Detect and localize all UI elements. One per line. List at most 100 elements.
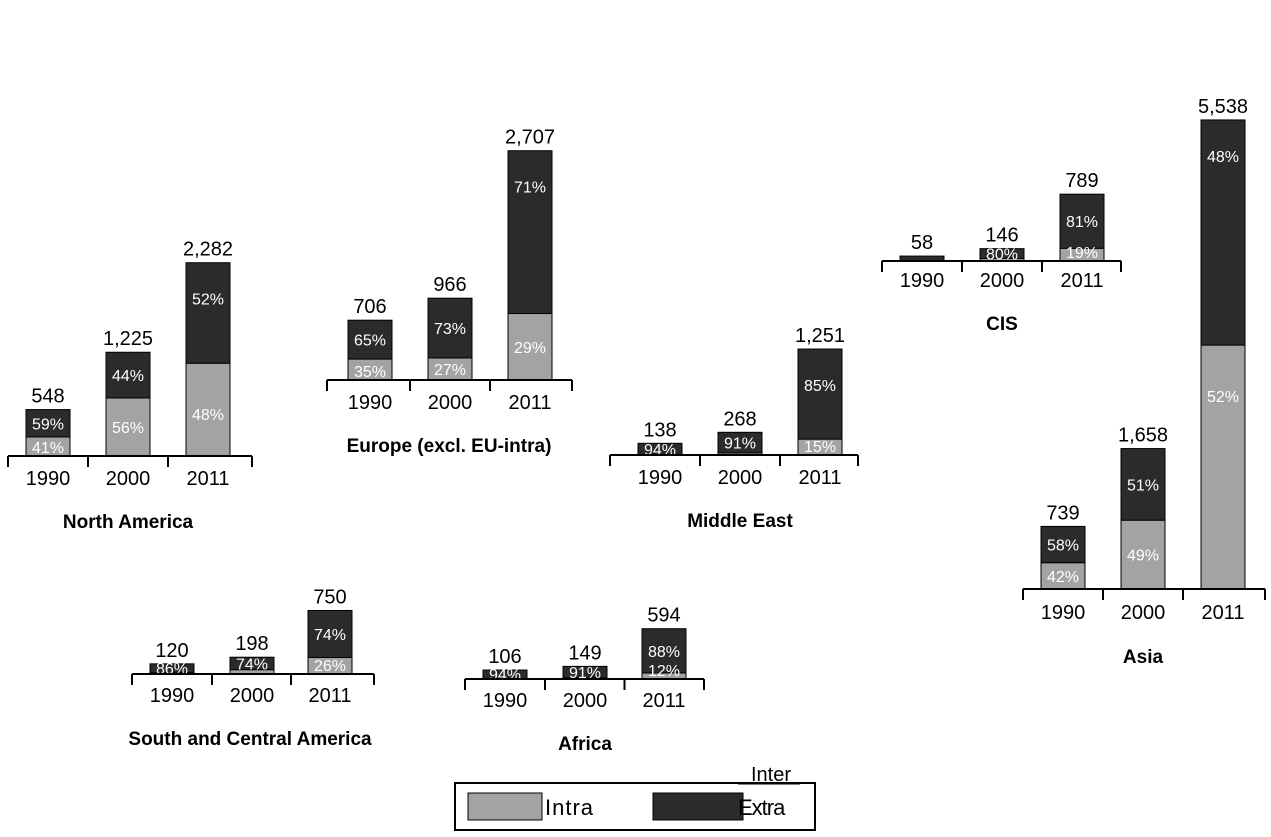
legend-swatch-extra — [652, 792, 744, 821]
bar-percent-label-extra: 74% — [314, 627, 346, 644]
bar-percent-label-intra: 49% — [1127, 548, 1159, 565]
bar-total-label: 789 — [1065, 170, 1098, 192]
legend-swatch-intra — [467, 792, 543, 821]
bar-segment-intra — [507, 313, 553, 381]
bar-total-label: 138 — [643, 419, 676, 441]
bar-segment-extra — [797, 348, 843, 440]
x-tick-label: 1990 — [638, 467, 683, 489]
x-tick-label: 1990 — [483, 690, 528, 712]
bar-percent-label-extra: 88% — [648, 644, 680, 661]
bar-percent-label-intra: 12% — [648, 663, 680, 680]
bar-total-label: 1,658 — [1118, 425, 1168, 447]
x-tick-label: 2011 — [508, 392, 551, 414]
bar-percent-label-extra: 94% — [644, 442, 676, 459]
bar-percent-label-extra: 44% — [112, 368, 144, 385]
bar-percent-label-intra: 56% — [112, 420, 144, 437]
bar-total-label: 706 — [353, 296, 386, 318]
x-tick-label: 2011 — [1201, 602, 1244, 624]
x-tick-label: 2011 — [642, 690, 685, 712]
bar-segment-extra — [229, 656, 275, 671]
legend-label-extra: Extra — [738, 795, 786, 820]
bar-total-label: 1,225 — [103, 328, 153, 350]
bar-percent-label-extra: 59% — [32, 416, 64, 433]
bar-percent-label-intra: 52% — [1207, 389, 1239, 406]
x-tick-label: 1990 — [900, 270, 945, 292]
bar-segment-extra — [1059, 193, 1105, 249]
bar-percent-label-extra: 48% — [1207, 149, 1239, 166]
bar-percent-label-extra: 58% — [1047, 538, 1079, 555]
bar-segment-extra — [149, 663, 195, 674]
bar-total-label: 739 — [1046, 502, 1079, 524]
bar-segment-extra — [507, 150, 553, 315]
bar-segment-extra — [307, 609, 353, 658]
bar-total-label: 5,538 — [1198, 96, 1248, 118]
chart-panel: 548 59% 41% 1990 1,225 44% 56% 2000 2,282 52% 48% 2… — [7, 239, 253, 533]
bar-total-label: 268 — [723, 408, 756, 430]
bar-total-label: 1,251 — [795, 325, 845, 347]
x-tick-label: 2000 — [1121, 602, 1166, 624]
bar-total-label: 2,282 — [183, 239, 233, 261]
panel-title: Middle East — [687, 511, 793, 532]
bar-segment-extra — [347, 319, 393, 360]
bar-segment-extra — [641, 628, 687, 674]
bar-total-label: 2,707 — [505, 127, 555, 149]
bar-percent-label-extra: 91% — [724, 436, 756, 453]
bar-segment-extra — [1120, 448, 1166, 521]
bar-total-label: 146 — [985, 225, 1018, 247]
panel-title: South and Central America — [128, 729, 372, 750]
bar-total-label: 750 — [313, 586, 346, 608]
legend-title: Inter — [751, 764, 791, 786]
chart-panel: 706 65% 35% 1990 966 73% 27% 2000 2,707 71% 29% 201… — [326, 127, 573, 457]
x-tick-label: 2000 — [563, 690, 608, 712]
x-tick-label: 2000 — [718, 467, 763, 489]
bar-total-label: 966 — [433, 274, 466, 296]
bar-percent-label-extra: 94% — [489, 667, 521, 684]
bar-segment-extra — [25, 409, 71, 438]
bar-percent-label-extra: 85% — [804, 378, 836, 395]
bar-percent-label-extra: 51% — [1127, 478, 1159, 495]
x-tick-label: 1990 — [348, 392, 393, 414]
panel-title: CIS — [986, 314, 1018, 335]
x-tick-label: 2011 — [186, 468, 229, 490]
bar-segment-intra — [1120, 519, 1166, 590]
bar-percent-label-intra: 29% — [514, 340, 546, 357]
x-tick-label: 2011 — [798, 467, 841, 489]
bar-total-label: 120 — [155, 640, 188, 662]
bar-segment-extra — [562, 665, 608, 679]
bar-percent-label-intra: 41% — [32, 440, 64, 457]
panel-title: Africa — [558, 734, 612, 755]
bar-percent-label-extra: 86% — [156, 661, 188, 678]
bar-percent-label-extra: 73% — [434, 321, 466, 338]
bar-segment-extra — [979, 248, 1025, 260]
x-tick-label: 1990 — [26, 468, 71, 490]
bar-percent-label-extra: 91% — [569, 665, 601, 682]
bar-total-label: 58 — [911, 232, 933, 254]
bar-segment-intra — [1200, 344, 1246, 590]
x-tick-label: 2000 — [230, 685, 275, 707]
bar-percent-label-intra: 19% — [1066, 245, 1098, 262]
panel-title: Asia — [1123, 647, 1164, 668]
bar-percent-label-intra: 15% — [804, 439, 836, 456]
bar-segment-extra — [1040, 525, 1086, 564]
bar-segment-intra — [1040, 562, 1086, 590]
bar-percent-label-extra: 65% — [354, 333, 386, 350]
bar-total-label: 149 — [568, 642, 601, 664]
bar-percent-label-intra: 42% — [1047, 569, 1079, 586]
x-tick-label: 2000 — [428, 392, 473, 414]
bar-percent-label-extra: 52% — [192, 292, 224, 309]
x-tick-label: 2011 — [1060, 270, 1103, 292]
bar-segment-extra — [717, 431, 763, 454]
x-tick-label: 1990 — [150, 685, 195, 707]
chart-panel: 739 58% 42% 1990 1,658 51% 49% 2000 5,538 48% 52% 2… — [1022, 96, 1266, 668]
bar-percent-label-intra: 48% — [192, 407, 224, 424]
bar-percent-label-extra: 74% — [236, 656, 268, 673]
bar-segment-extra — [427, 297, 473, 359]
x-tick-label: 2011 — [308, 685, 351, 707]
bar-total-label: 594 — [647, 605, 680, 627]
